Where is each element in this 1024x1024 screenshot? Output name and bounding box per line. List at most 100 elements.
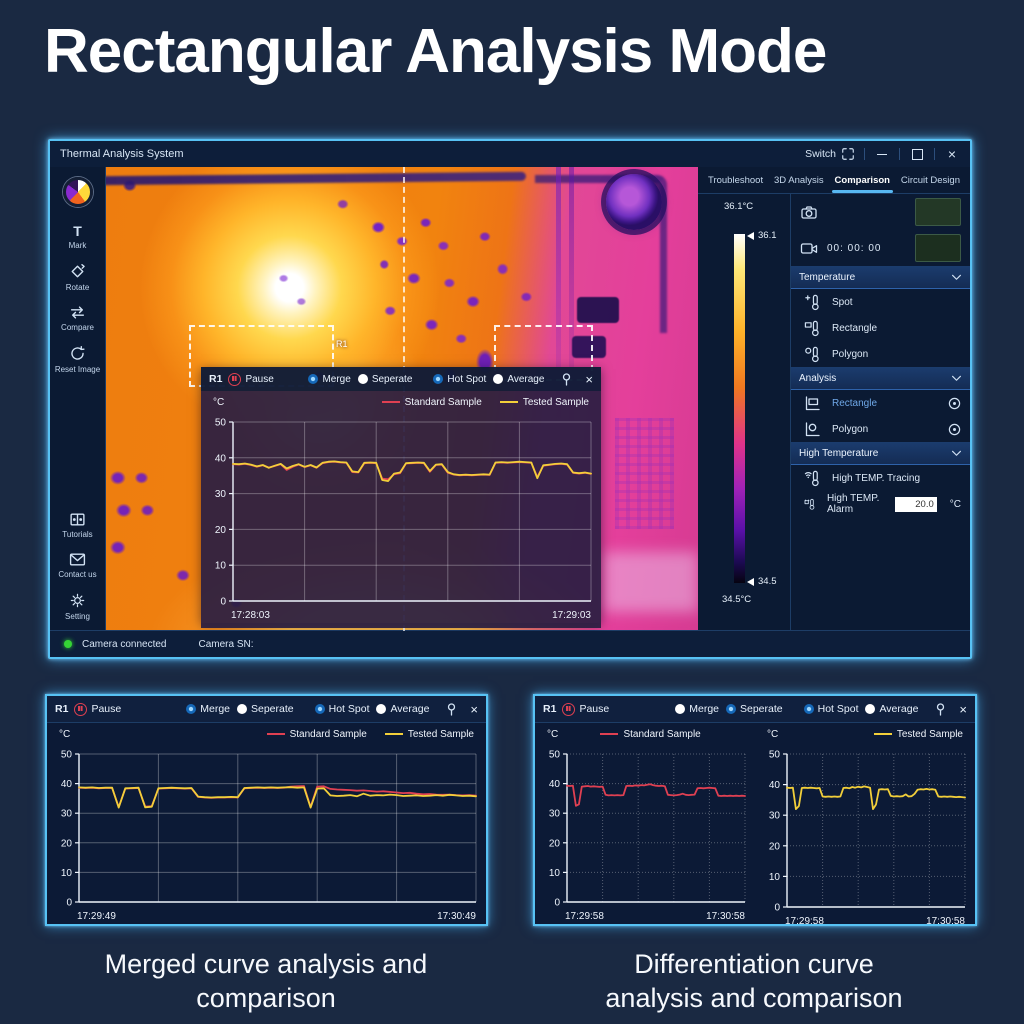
legend-label: Standard Sample <box>289 728 367 740</box>
snapshot-row <box>791 194 970 230</box>
svg-text:30: 30 <box>549 809 561 820</box>
item-high-temp-tracing[interactable]: High TEMP. Tracing <box>791 465 970 491</box>
radio-seperate[interactable]: Seperate <box>237 703 294 715</box>
radio-seperate[interactable]: Seperate <box>726 703 783 715</box>
radio-average[interactable]: Average <box>376 703 429 715</box>
svg-text:17:29:58: 17:29:58 <box>565 911 604 922</box>
chevron-down-icon <box>951 450 962 457</box>
tab-3d-analysis[interactable]: 3D Analysis <box>774 174 824 186</box>
target-circle-icon[interactable] <box>948 397 961 410</box>
tool-rotate[interactable]: Rotate <box>65 263 90 292</box>
radio-label: Seperate <box>251 703 294 715</box>
radio-dot <box>803 704 814 714</box>
svg-text:17:30:58: 17:30:58 <box>926 916 965 927</box>
window-title: Thermal Analysis System <box>60 148 184 160</box>
close-button[interactable]: × <box>947 146 957 162</box>
tool-setting[interactable]: Setting <box>65 592 90 621</box>
tool-contact-us[interactable]: Contact us <box>58 552 97 579</box>
scale-max-label: 36.1°C <box>724 201 754 212</box>
radio-dot <box>237 704 247 714</box>
radio-dot <box>314 704 325 714</box>
item-rectangle-analysis[interactable]: Rectangle <box>791 390 970 416</box>
right-panel: Troubleshoot 3D Analysis Comparison Circ… <box>698 167 970 631</box>
solder-pads <box>615 417 675 529</box>
item-polygon-analysis[interactable]: Polygon <box>791 416 970 442</box>
thermal-image: R1 R1 Pause Merge Seperate Hot Spot Average <box>106 167 698 631</box>
tab-circuit-design[interactable]: Circuit Design <box>900 174 960 186</box>
radio-average[interactable]: Average <box>493 374 544 385</box>
scale-max-marker: 36.1 <box>747 230 777 241</box>
pin-button[interactable] <box>446 702 457 716</box>
pause-button[interactable]: Pause <box>228 372 274 386</box>
tab-comparison[interactable]: Comparison <box>831 170 894 193</box>
item-high-temp-alarm[interactable]: High TEMP. Alarm °C <box>791 491 970 517</box>
pin-button[interactable] <box>935 702 946 716</box>
legend-swatch-red <box>600 733 619 735</box>
panel-close-icon[interactable]: × <box>959 701 967 717</box>
section-analysis[interactable]: Analysis <box>791 367 970 390</box>
tool-compare[interactable]: Compare <box>61 305 94 332</box>
tested-sample-chart: 0 10 20 30 40 50 17:29:58 17:30:58 <box>755 745 975 934</box>
radio-merge[interactable]: Merge <box>675 703 719 715</box>
alarm-unit: °C <box>949 498 961 510</box>
radio-merge[interactable]: Merge <box>186 703 230 715</box>
radio-dot <box>493 374 504 384</box>
radio-hot-spot[interactable]: Hot Spot <box>433 374 486 385</box>
popup-close-icon[interactable]: × <box>585 371 593 387</box>
pin-button[interactable] <box>561 372 572 386</box>
video-record-icon[interactable] <box>800 240 818 256</box>
dark-component <box>572 336 607 359</box>
svg-text:17:29:49: 17:29:49 <box>77 911 116 922</box>
section-high-temperature[interactable]: High Temperature <box>791 442 970 465</box>
popup-body: °C Standard Sample Tested Sample 0 <box>201 391 601 628</box>
svg-text:30: 30 <box>769 811 781 822</box>
svg-text:0: 0 <box>774 903 780 914</box>
tab-troubleshoot[interactable]: Troubleshoot <box>708 174 764 186</box>
maximize-icon <box>911 148 923 160</box>
legend-label: Tested Sample <box>896 728 963 740</box>
dual-chart-area: °C Standard Sample 0 10 20 30 40 50 17:29:58 17… <box>535 723 975 934</box>
radio-seperate[interactable]: Seperate <box>357 374 412 385</box>
tool-reset-image[interactable]: Reset Image <box>55 345 100 374</box>
radio-dot <box>308 374 319 384</box>
legend-swatch-red <box>266 733 285 735</box>
roi-badge: R1 <box>55 703 69 715</box>
switch-icon <box>842 148 854 160</box>
maximize-button[interactable] <box>909 146 925 162</box>
target-circle-icon[interactable] <box>948 423 961 436</box>
window-content: T Mark Rotate Compare <box>50 167 970 631</box>
radio-merge[interactable]: Merge <box>308 374 351 385</box>
minimize-button[interactable] <box>874 146 890 162</box>
titlebar-divider <box>864 148 865 160</box>
legend-tested-sample: Tested Sample <box>873 728 963 740</box>
capacitor-blob <box>606 173 663 230</box>
pause-button[interactable]: Pause <box>562 702 609 716</box>
tool-mark[interactable]: T Mark <box>69 224 87 250</box>
alarm-thermometer-icon <box>804 498 815 510</box>
panel-close-icon[interactable]: × <box>470 701 478 717</box>
pause-icon <box>562 702 576 716</box>
titlebar-divider <box>899 148 900 160</box>
palette-icon[interactable] <box>62 177 93 207</box>
radio-hot-spot[interactable]: Hot Spot <box>314 703 369 715</box>
section-title: High Temperature <box>799 447 879 459</box>
switch-button[interactable]: Switch <box>805 147 855 161</box>
item-polygon-temp[interactable]: Polygon <box>791 341 970 367</box>
radio-hot-spot[interactable]: Hot Spot <box>803 703 858 715</box>
camera-icon[interactable] <box>800 204 818 221</box>
rotate-icon <box>71 264 85 278</box>
alarm-threshold-input[interactable] <box>894 496 937 512</box>
radio-group: Merge Seperate Hot Spot Average <box>675 703 918 715</box>
tool-tutorials[interactable]: Tutorials <box>62 512 93 539</box>
radio-average[interactable]: Average <box>865 703 918 715</box>
pause-button[interactable]: Pause <box>74 702 121 716</box>
tool-label: Rotate <box>65 283 90 292</box>
svg-text:10: 10 <box>769 872 781 883</box>
thermal-stripe <box>555 167 561 446</box>
minimize-icon <box>877 153 887 155</box>
scale-max-tick: 36.1 <box>758 230 777 241</box>
connection-status-dot <box>64 640 72 648</box>
item-rectangle-temp[interactable]: Rectangle <box>791 315 970 341</box>
item-spot[interactable]: Spot <box>791 289 970 315</box>
section-temperature[interactable]: Temperature <box>791 266 970 289</box>
